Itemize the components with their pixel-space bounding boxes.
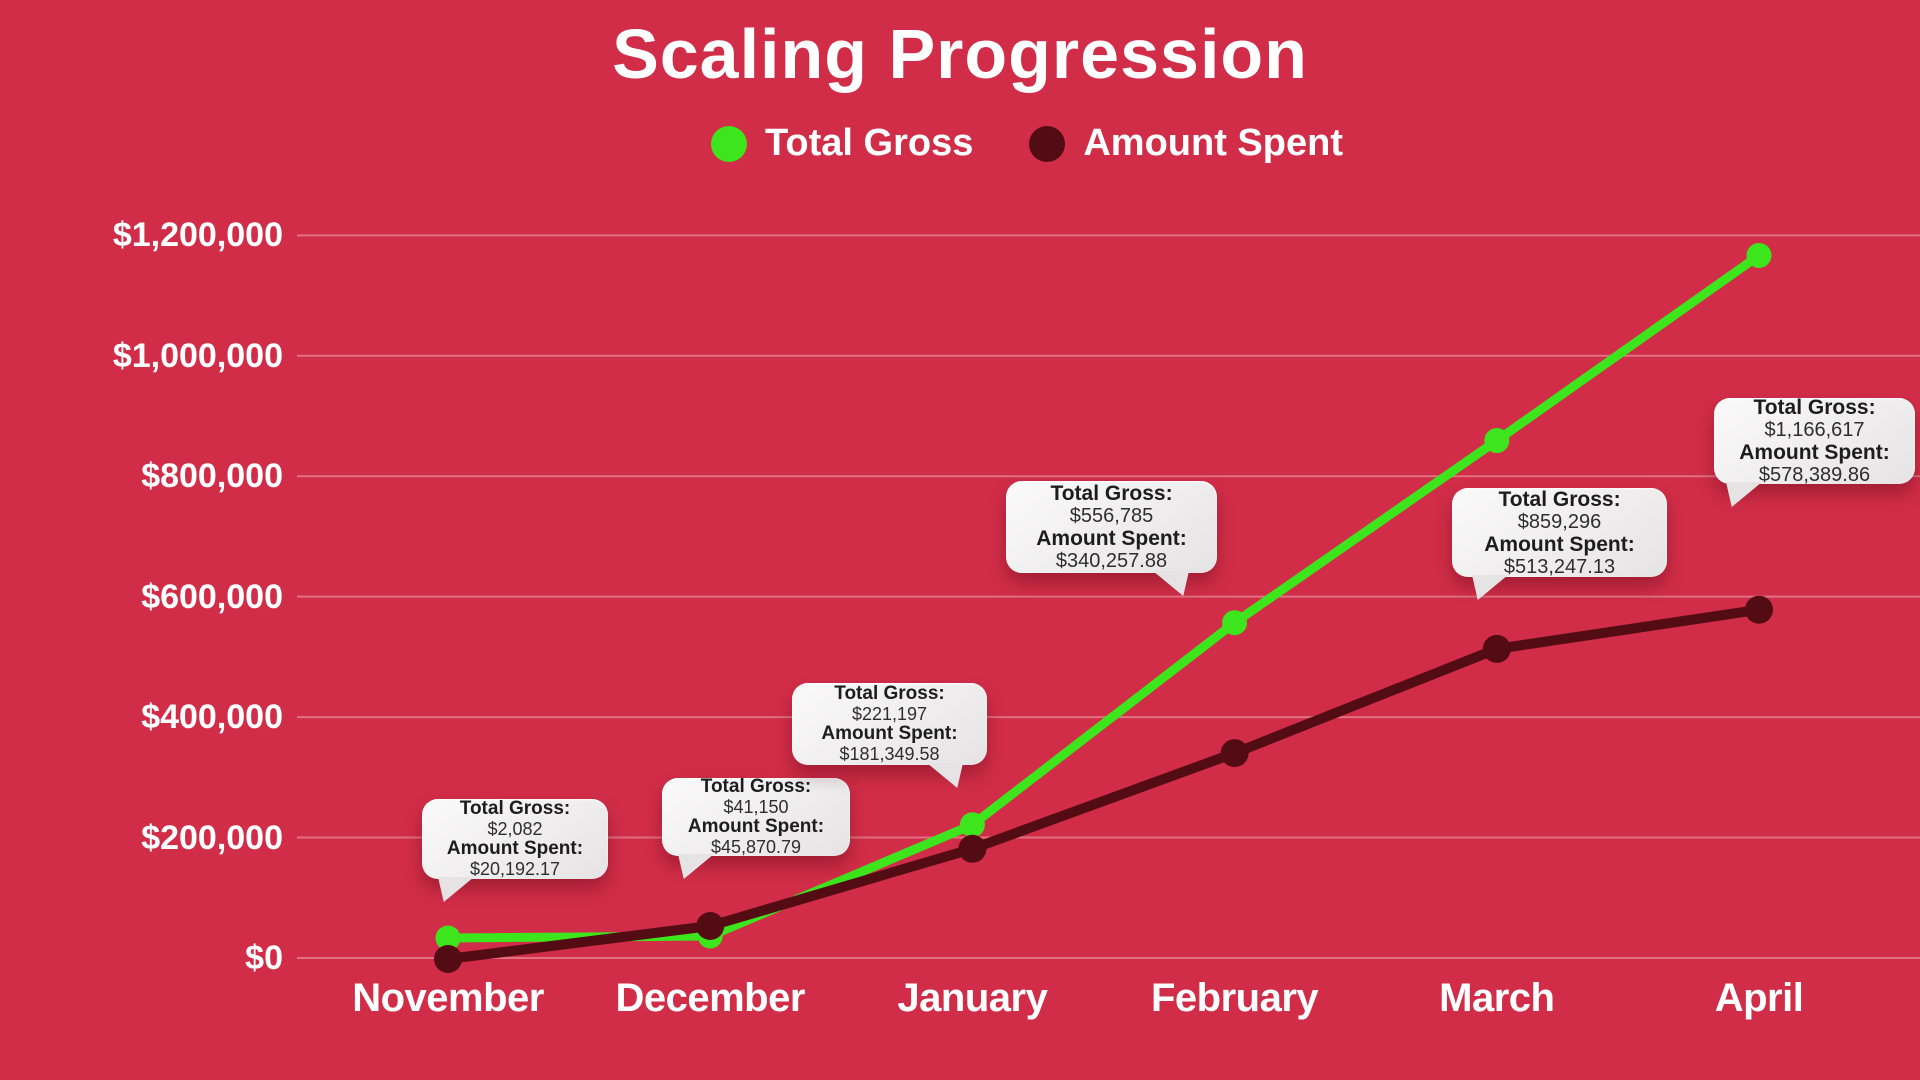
tooltip-gross-label: Total Gross:	[1498, 487, 1621, 511]
x-tick-label-november: November	[352, 976, 544, 1020]
tooltip-gross-label: Total Gross:	[459, 798, 571, 819]
amount-spent-point	[1482, 634, 1511, 663]
amount-spent-point	[1220, 739, 1249, 768]
legend-item-total-gross: Total Gross	[711, 122, 973, 165]
tooltip-spent-label: Amount Spent:	[446, 838, 584, 859]
chart-legend: Total Gross Amount Spent	[67, 122, 1920, 165]
y-tick-label: $600,000	[141, 577, 283, 616]
tooltip-spent-label: Amount Spent:	[821, 723, 958, 744]
tooltip-spent-label: Amount Spent:	[687, 816, 825, 837]
tooltip-gross-value: $221,197	[851, 704, 928, 724]
tooltip-april: Total Gross: $1,166,617 Amount Spent: $5…	[1714, 396, 1915, 486]
amount-spent-point	[696, 912, 725, 940]
tooltip-gross-label: Total Gross:	[834, 683, 945, 704]
x-tick-label-december: December	[615, 976, 805, 1020]
tooltip-gross-value: $41,150	[723, 797, 789, 817]
total-gross-point	[1484, 428, 1510, 454]
amount-spent-point	[434, 945, 462, 973]
tooltip-gross-value: $1,166,617	[1764, 419, 1865, 441]
tooltip-february: Total Gross: $556,785 Amount Spent: $340…	[1006, 481, 1217, 573]
tooltip-spent-label: Amount Spent:	[1036, 527, 1187, 550]
tooltip-gross-value: $556,785	[1069, 505, 1154, 527]
amount-spent-point	[958, 834, 987, 863]
y-tick-label: $200,000	[141, 818, 283, 857]
tooltip-spent-value: $45,870.79	[710, 837, 802, 857]
tooltip-spent-value: $340,257.88	[1055, 550, 1168, 572]
x-tick-label-february: February	[1151, 976, 1319, 1020]
tooltip-december: Total Gross: $41,150 Amount Spent: $45,8…	[662, 776, 850, 857]
y-tick-label: $400,000	[141, 698, 283, 737]
y-tick-label: $800,000	[141, 457, 283, 496]
legend-label-total-gross: Total Gross	[765, 122, 974, 164]
tooltip-spent-label: Amount Spent:	[1739, 441, 1890, 464]
tooltip-spent-value: $513,247.13	[1503, 555, 1616, 578]
tooltip-spent-value: $20,192.17	[469, 859, 561, 879]
amount-spent-point	[1745, 595, 1773, 624]
total-gross-point	[959, 812, 985, 838]
total-gross-point	[1222, 610, 1248, 636]
tooltip-november: Total Gross: $2,082 Amount Spent: $20,19…	[422, 799, 608, 879]
x-tick-label-january: January	[897, 976, 1048, 1020]
legend-label-amount-spent: Amount Spent	[1083, 122, 1343, 164]
tooltip-spent-label: Amount Spent:	[1484, 532, 1635, 556]
x-tick-label-march: March	[1439, 976, 1555, 1020]
y-tick-label: $0	[245, 939, 283, 977]
y-tick-label: $1,200,000	[112, 216, 283, 255]
tooltip-spent-value: $181,349.58	[839, 744, 940, 764]
total-gross-dot-icon	[711, 125, 747, 162]
chart-title: Scaling Progression	[612, 15, 1308, 93]
tooltip-spent-value: $578,389.86	[1758, 464, 1871, 486]
total-gross-point	[1746, 242, 1772, 268]
tooltip-gross-label: Total Gross:	[1753, 396, 1876, 419]
total-gross-point	[435, 925, 461, 951]
amount-spent-dot-icon	[1029, 125, 1066, 162]
tooltip-march: Total Gross: $859,296 Amount Spent: $513…	[1452, 487, 1667, 578]
tooltip-gross-value: $2,082	[487, 819, 543, 839]
legend-item-amount-spent: Amount Spent	[1029, 122, 1343, 165]
tooltip-january: Total Gross: $221,197 Amount Spent: $181…	[792, 683, 987, 765]
y-tick-label: $1,000,000	[112, 336, 283, 375]
x-tick-label-april: April	[1714, 976, 1804, 1020]
tooltip-gross-label: Total Gross:	[1050, 482, 1173, 505]
tooltip-gross-label: Total Gross:	[700, 776, 812, 797]
amount-spent-line	[443, 604, 1764, 964]
tooltip-gross-value: $859,296	[1517, 510, 1602, 533]
